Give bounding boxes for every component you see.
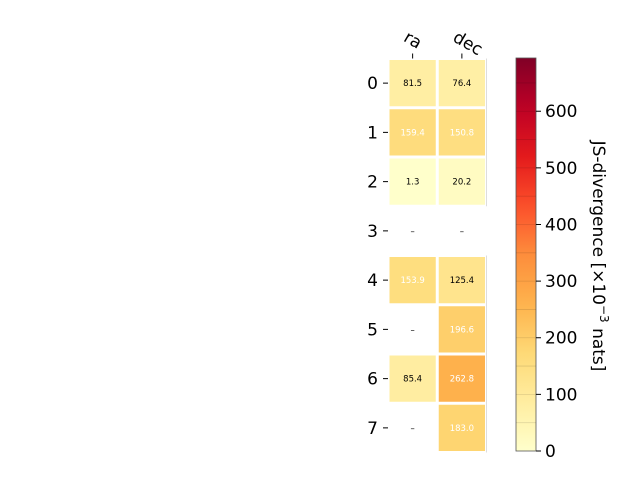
row-tick-label: 2 [367,173,378,193]
heatmap-cell [389,257,436,304]
colorbar-tick-label: 100 [545,385,577,405]
heatmap-cell-label: 159.4 [400,128,424,138]
row-tick-label: 4 [367,271,378,291]
colorbar-tick-label: 200 [545,329,577,349]
heatmap-cell-label: 85.4 [403,375,422,385]
heatmap-cell-label: 262.8 [450,375,474,385]
heatmap-cell [438,355,485,402]
row-tick-label: 5 [367,320,378,340]
heatmap-cell [438,158,485,205]
heatmap-cell [389,355,436,402]
column-tick-labels: ra dec [400,28,486,61]
heatmap-grid: 81.5 76.4 159.4 150.8 1.3 20.2 – – 153.9 125.4 – 19… [389,58,487,453]
row-tick-labels: 0 1 2 3 4 5 6 7 [367,74,388,439]
heatmap-cell-label: 125.4 [450,276,474,286]
heatmap-cell [438,109,485,156]
colorbar-tick-label: 600 [545,102,577,122]
heatmap-cell-label: 196.6 [450,325,474,335]
heatmap-cell-label: – [460,227,464,237]
heatmap-cell-label: 81.5 [403,79,422,89]
heatmap-cell-label: 1.3 [406,178,420,188]
heatmap-cell [438,404,485,451]
colorbar-tick-label: 300 [545,272,577,292]
heatmap-cell-label: 153.9 [400,276,424,286]
heatmap-cell [438,306,485,353]
colorbar-ticks: 0 100 200 300 400 500 600 [536,102,577,462]
heatmap-cell-label: – [411,325,415,335]
row-tick-label: 6 [367,370,378,390]
row-tick-label: 7 [367,419,378,439]
colorbar-tick-label: 500 [545,159,577,179]
colorbar-gradient [515,57,537,452]
colorbar: 0 100 200 300 400 500 600 JS-divergence [×10−3… [515,57,611,462]
column-tick-label: dec [449,28,486,61]
row-tick-label: 0 [367,74,378,94]
heatmap-cell [389,158,436,205]
heatmap-cell [438,60,485,107]
heatmap-cell-label: – [411,424,415,434]
heatmap-cell-label: – [411,227,415,237]
colorbar-tick-label: 0 [545,442,556,462]
heatmap-cell [438,257,485,304]
column-tick-label: ra [400,28,425,54]
colorbar-tick-label: 400 [545,215,577,235]
row-tick-label: 3 [367,222,378,242]
heatmap-cell-label: 150.8 [450,128,474,138]
colorbar-label: JS-divergence [×10−3 nats] [588,140,611,372]
heatmap-cell-label: 183.0 [450,424,474,434]
heatmap-cell [389,109,436,156]
row-tick-label: 1 [367,123,378,143]
heatmap-cell [389,60,436,107]
heatmap-cell-label: 20.2 [452,178,471,188]
heatmap-cell-label: 76.4 [452,79,471,89]
